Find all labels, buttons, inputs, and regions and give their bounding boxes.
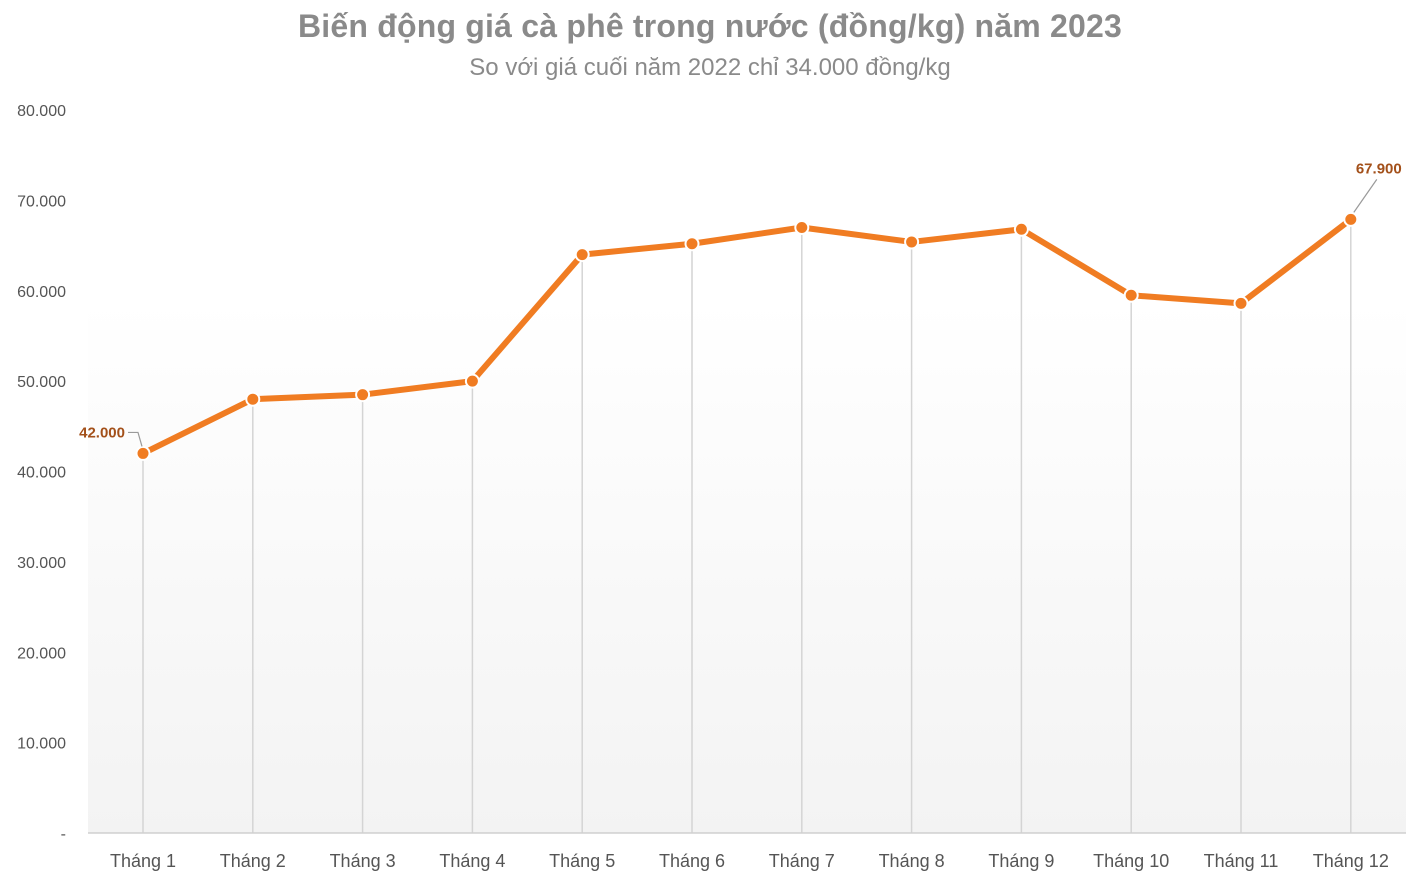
x-tick-label: Tháng 11 <box>1204 851 1279 871</box>
series-line <box>140 216 1354 457</box>
data-label-leader <box>128 431 143 447</box>
y-tick-label: - <box>61 826 66 843</box>
y-tick-label: 20.000 <box>17 645 66 662</box>
series-markers <box>135 211 1359 461</box>
drop-lines <box>142 219 1352 833</box>
data-point <box>245 391 261 407</box>
x-tick-label: Tháng 10 <box>1093 851 1169 871</box>
data-label: 67.900 <box>1356 160 1402 177</box>
data-point <box>1343 211 1359 227</box>
plot-area-background <box>88 300 1406 833</box>
x-tick-label: Tháng 9 <box>988 851 1054 871</box>
data-point <box>1123 287 1139 303</box>
data-point <box>904 234 920 250</box>
y-tick-label: 30.000 <box>17 555 66 572</box>
data-label-leader <box>1353 179 1378 213</box>
y-tick-label: 80.000 <box>17 103 66 120</box>
x-tick-label: Tháng 8 <box>879 851 945 871</box>
data-label: 42.000 <box>79 424 125 441</box>
data-point <box>574 247 590 263</box>
x-tick-label: Tháng 1 <box>110 851 176 871</box>
y-tick-label: 40.000 <box>17 465 66 482</box>
y-tick-label: 60.000 <box>17 284 66 301</box>
data-labels: 42.000 67.900 <box>79 160 1402 447</box>
data-point <box>1233 295 1249 311</box>
x-axis: Tháng 1 Tháng 2 Tháng 3 Tháng 4 Tháng 5 Tháng… <box>110 851 1389 871</box>
x-tick-label: Tháng 3 <box>330 851 396 871</box>
y-tick-label: 10.000 <box>17 736 66 753</box>
x-tick-label: Tháng 2 <box>220 851 286 871</box>
y-tick-label: 70.000 <box>17 193 66 210</box>
data-point <box>464 373 480 389</box>
data-point <box>135 445 151 461</box>
x-tick-label: Tháng 6 <box>659 851 725 871</box>
data-point <box>355 387 371 403</box>
x-tick-label: Tháng 12 <box>1313 851 1389 871</box>
data-point <box>1013 221 1029 237</box>
x-tick-label: Tháng 7 <box>769 851 835 871</box>
y-tick-label: 50.000 <box>17 374 66 391</box>
chart-title: Biến động giá cà phê trong nước (đồng/kg… <box>298 8 1122 44</box>
y-axis: - 10.000 20.000 30.000 40.000 50.000 60.000 70.… <box>17 103 66 843</box>
x-tick-label: Tháng 4 <box>439 851 505 871</box>
chart-subtitle: So với giá cuối năm 2022 chỉ 34.000 đồng… <box>469 54 951 81</box>
x-tick-label: Tháng 5 <box>549 851 615 871</box>
data-point <box>794 219 810 235</box>
data-point <box>684 236 700 252</box>
